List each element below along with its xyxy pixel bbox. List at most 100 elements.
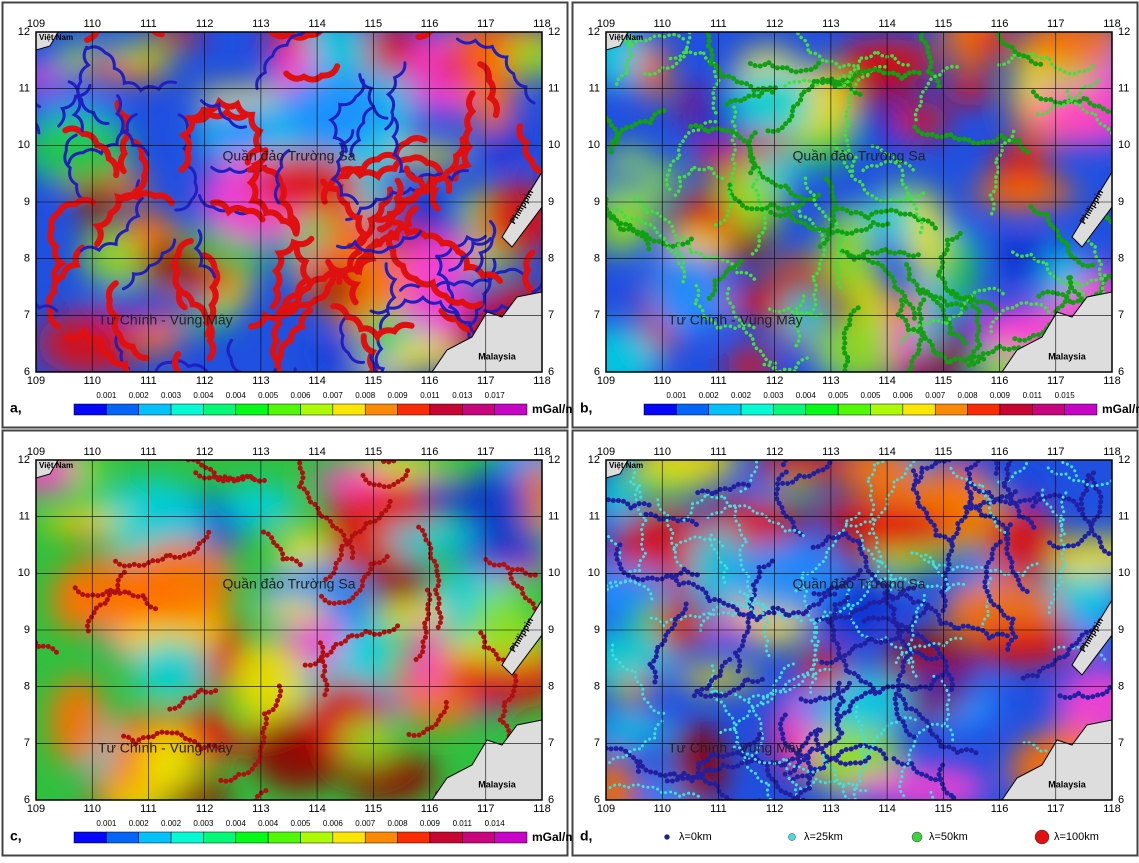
y-tick-label: 10 (548, 567, 560, 579)
x-tick-label: 115 (935, 446, 953, 458)
y-tick-label: 11 (19, 511, 30, 523)
y-tick-label: 7 (24, 737, 30, 749)
colorbar-swatch (1065, 404, 1097, 415)
legend-label: λ=50km (929, 831, 968, 843)
x-tick-label: 110 (653, 803, 671, 815)
x-tick-label: 116 (991, 446, 1009, 458)
colorbar-swatch (171, 832, 203, 843)
colorbar-swatch (903, 404, 935, 415)
panel: 1091091101101111111121121131131141141151… (0, 0, 588, 469)
colorbar-swatch (106, 832, 138, 843)
colorbar-swatch (203, 404, 235, 415)
y-tick-label: 11 (1118, 511, 1129, 523)
colorbar-swatch (398, 404, 430, 415)
y-tick-label: 12 (18, 454, 30, 466)
y-tick-label: 6 (1118, 794, 1124, 806)
y-tick-label: 9 (24, 196, 30, 208)
x-tick-label: 113 (822, 446, 840, 458)
x-tick-label: 115 (365, 18, 383, 30)
colorbar-label: 0.003 (193, 819, 214, 828)
y-tick-label: 12 (1118, 454, 1130, 466)
colorbar-swatch (644, 404, 676, 415)
anomaly-blob (223, 483, 296, 530)
place-label: Tư Chính - Vũng Mây (98, 312, 233, 328)
colorbar-swatch (365, 404, 397, 415)
x-tick-label: 114 (878, 18, 896, 30)
colorbar-label: 0.009 (990, 391, 1011, 400)
colorbar-label: 0.007 (355, 819, 376, 828)
colorbar-label: 0.006 (323, 819, 344, 828)
colorbar-label: 0.002 (699, 391, 720, 400)
colorbar-swatch (398, 832, 430, 843)
y-tick-label: 11 (19, 83, 30, 95)
place-label: Tư Chính - Vũng Mây (98, 740, 233, 756)
y-tick-label: 8 (594, 681, 600, 693)
anomaly-blob (38, 511, 126, 531)
y-tick-label: 11 (589, 83, 600, 95)
x-tick-label: 113 (822, 803, 840, 815)
y-tick-label: 6 (594, 794, 600, 806)
colorbar-swatch (462, 404, 494, 415)
colorbar-swatch (139, 832, 171, 843)
colorbar-swatch (838, 404, 870, 415)
x-tick-label: 110 (83, 446, 101, 458)
colorbar-swatch (365, 832, 397, 843)
colorbar-swatch (871, 404, 903, 415)
legend-marker (1035, 830, 1049, 844)
x-tick-label: 113 (822, 18, 840, 30)
y-tick-label: 9 (594, 624, 600, 636)
x-tick-label: 111 (140, 18, 157, 30)
y-tick-label: 10 (548, 139, 560, 151)
x-tick-label: 111 (140, 375, 157, 387)
anomaly-blob (263, 597, 323, 624)
place-label: Việt Nam (39, 461, 73, 470)
x-tick-label: 115 (365, 446, 383, 458)
x-tick-label: 114 (878, 803, 896, 815)
x-tick-label: 114 (308, 18, 326, 30)
y-tick-label: 9 (24, 624, 30, 636)
colorbar-label: 0.004 (226, 391, 247, 400)
x-tick-label: 117 (477, 446, 495, 458)
y-tick-label: 6 (548, 366, 554, 378)
colorbar-label: 0.008 (388, 819, 409, 828)
x-tick-label: 111 (140, 446, 157, 458)
place-label: Malaysia (1048, 351, 1087, 361)
legend-marker (912, 832, 922, 842)
y-tick-label: 7 (24, 309, 30, 321)
colorbar-label: 0.005 (290, 819, 311, 828)
place-label: Quần đảo Trường Sa (223, 147, 356, 163)
colorbar-swatch (709, 404, 741, 415)
y-tick-label: 12 (548, 454, 560, 466)
anomaly-blob (340, 719, 397, 763)
x-tick-label: 110 (653, 18, 671, 30)
x-tick-label: 115 (935, 375, 953, 387)
x-tick-label: 113 (252, 446, 270, 458)
x-tick-label: 112 (196, 803, 214, 815)
place-label: Malaysia (1048, 779, 1087, 789)
place-label: Việt Nam (609, 461, 643, 470)
place-label: Việt Nam (39, 33, 73, 42)
colorbar-label: 0.007 (323, 391, 344, 400)
colorbar-swatch (74, 832, 106, 843)
y-tick-label: 12 (588, 454, 600, 466)
x-tick-label: 115 (935, 803, 953, 815)
colorbar-label: 0.005 (828, 391, 849, 400)
x-tick-label: 113 (252, 375, 270, 387)
colorbar-swatch (236, 832, 268, 843)
y-tick-label: 8 (594, 253, 600, 265)
colorbar-label: 0.015 (1055, 391, 1076, 400)
y-tick-label: 8 (548, 681, 554, 693)
colorbar-swatch (741, 404, 773, 415)
colorbar-swatch (806, 404, 838, 415)
colorbar-swatch (106, 404, 138, 415)
y-tick-label: 7 (548, 737, 554, 749)
y-tick-label: 7 (1118, 737, 1124, 749)
y-tick-label: 6 (24, 794, 30, 806)
x-tick-label: 110 (83, 803, 101, 815)
colorbar-swatch (462, 832, 494, 843)
colorbar-swatch (236, 404, 268, 415)
colorbar-label: 0.001 (666, 391, 687, 400)
colorbar-label: 0.011 (420, 391, 440, 400)
x-tick-label: 115 (365, 803, 383, 815)
x-tick-label: 111 (710, 375, 727, 387)
